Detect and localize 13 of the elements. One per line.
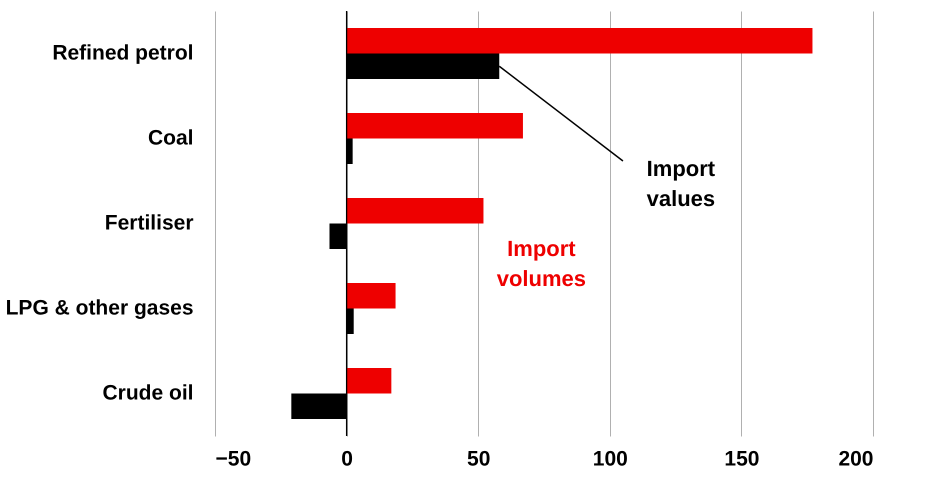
- y-tick-label: LPG & other gases: [6, 296, 194, 320]
- series-label: Import volumes: [496, 236, 586, 291]
- x-tick-label: 50: [467, 448, 490, 470]
- x-tick-label: 100: [592, 448, 628, 470]
- y-tick-label: Refined petrol: [52, 42, 194, 64]
- y-tick-label: Fertiliser: [104, 212, 194, 234]
- y-tick-label: Crude oil: [102, 382, 194, 404]
- x-tick-label: 200: [838, 448, 874, 470]
- text: Import values: [646, 156, 716, 211]
- x-tick-label: 150: [724, 448, 760, 470]
- x-tick-label: 0: [341, 448, 353, 470]
- y-tick-label: Coal: [148, 126, 194, 150]
- x-tick-label: −50: [216, 448, 252, 470]
